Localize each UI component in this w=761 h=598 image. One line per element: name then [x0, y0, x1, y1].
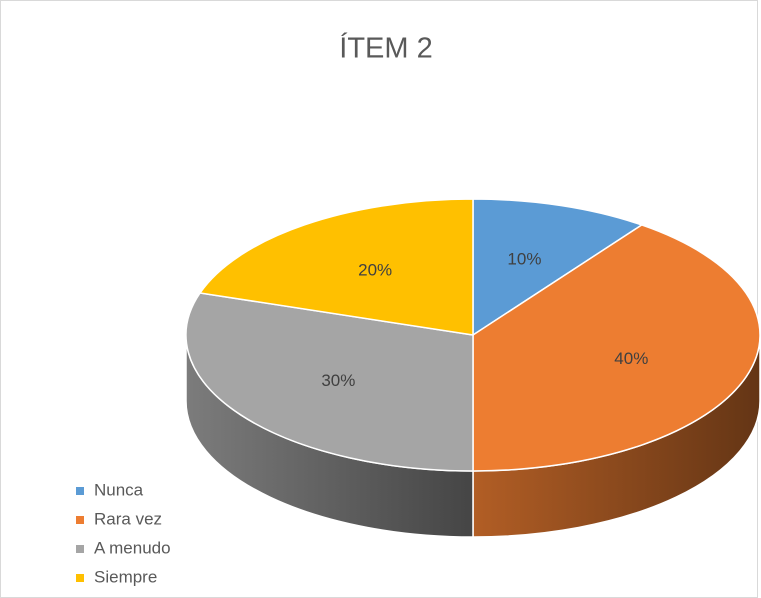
legend-label: Nunca: [94, 480, 144, 499]
data-label: 20%: [358, 261, 392, 280]
legend-swatch: [76, 545, 84, 553]
chart-title: ÍTEM 2: [339, 32, 432, 65]
legend-label: Siempre: [94, 567, 157, 586]
data-label: 30%: [321, 371, 355, 390]
legend-swatch: [76, 574, 84, 582]
slice: [185, 292, 474, 472]
data-label: 10%: [507, 249, 541, 268]
data-label: 40%: [614, 349, 648, 368]
legend-label: Rara vez: [94, 509, 162, 528]
legend-label: A menudo: [94, 538, 171, 557]
legend-swatch: [76, 487, 84, 495]
slice: [198, 198, 474, 336]
legend-swatch: [76, 516, 84, 524]
slice: [472, 198, 644, 337]
slice: [472, 224, 761, 472]
